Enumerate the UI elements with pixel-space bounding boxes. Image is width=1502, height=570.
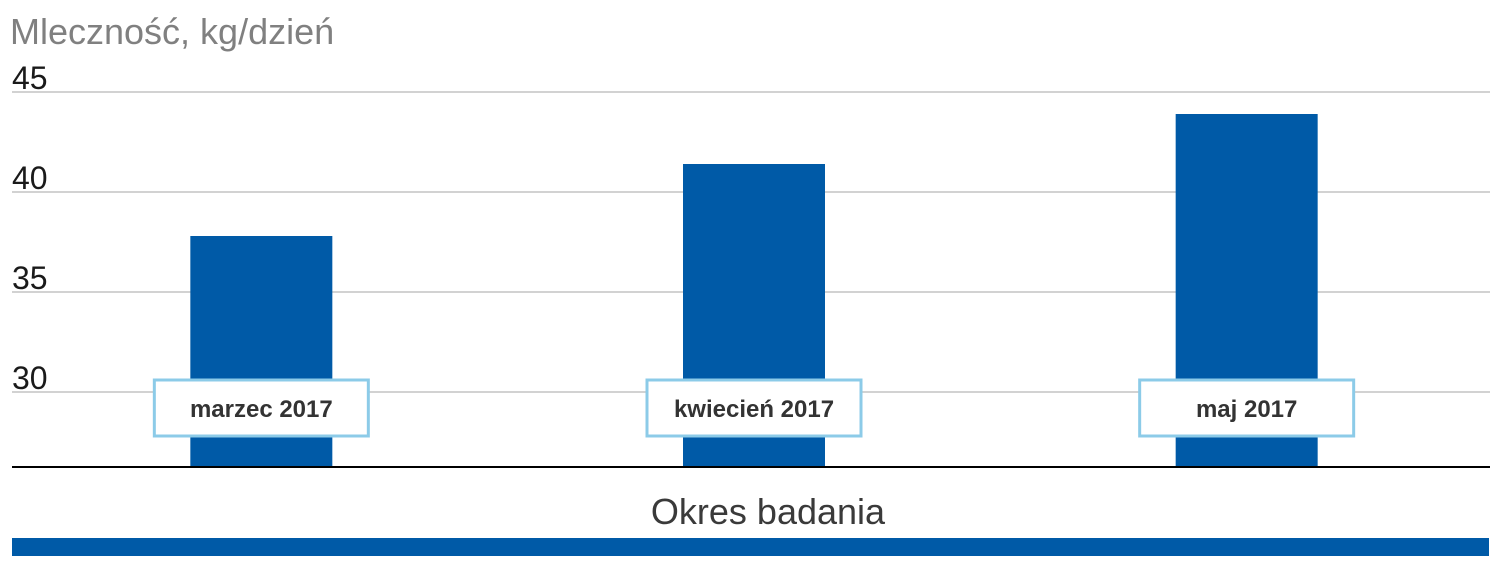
- category-label-box: [1138, 378, 1356, 438]
- category-label: kwiecień 2017: [674, 396, 834, 423]
- y-tick-label: 40: [12, 160, 48, 196]
- category-label: maj 2017: [1196, 396, 1297, 423]
- category-label-box: [645, 378, 863, 438]
- y-tick-label: 35: [12, 260, 48, 296]
- y-tick-label: 45: [12, 60, 48, 96]
- x-axis-label: Okres badania: [651, 491, 886, 532]
- category-label-box: [152, 378, 370, 438]
- category-label: marzec 2017: [190, 396, 333, 423]
- y-axis-label: Mleczność, kg/dzień: [10, 11, 334, 52]
- y-tick-labels: 30 35 40 45: [12, 60, 48, 396]
- footer-band: [12, 538, 1489, 556]
- category-labels: marzec 2017 kwiecień 2017 maj 2017: [152, 378, 1356, 438]
- y-tick-label: 30: [12, 360, 48, 396]
